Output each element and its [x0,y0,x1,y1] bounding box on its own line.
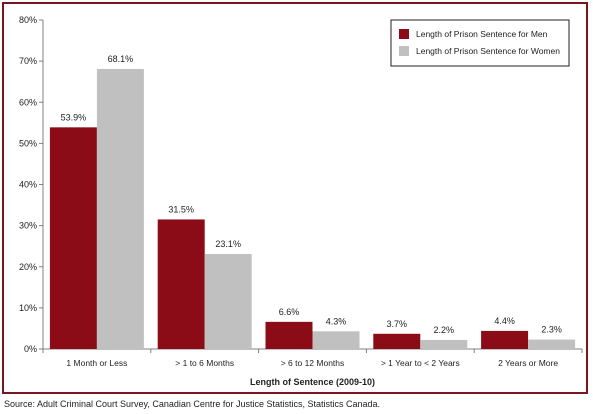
bar [49,127,97,350]
legend-label: Length of Prison Sentence for Women [416,46,560,56]
y-tick-label: 40% [19,180,37,190]
legend-swatch [399,46,409,56]
bar [265,321,313,349]
data-label: 53.9% [61,112,87,122]
y-tick-label: 80% [19,15,37,25]
y-tick-label: 60% [19,97,37,107]
data-label: 2.2% [434,325,455,335]
bar [373,333,421,349]
y-tick-label: 50% [19,138,37,148]
source-note: Source: Adult Criminal Court Survey, Can… [4,399,380,409]
data-label: 31.5% [168,204,194,214]
data-label: 68.1% [108,54,134,64]
chart-frame: 0% 10% 20% 30% 40% 50% 60% 70% 80% 53.9% 68.1% 1 Mo… [2,2,588,394]
data-label: 4.3% [326,316,347,326]
legend-label: Length of Prison Sentence for Men [416,29,548,39]
y-tick-label: 30% [19,221,37,231]
bar-chart: 0% 10% 20% 30% 40% 50% 60% 70% 80% 53.9% 68.1% 1 Mo… [19,15,583,387]
legend-swatch [399,29,409,39]
data-label: 4.4% [494,316,515,326]
y-tick-label: 20% [19,262,37,272]
x-tick-label: 2 Years or More [498,358,558,368]
x-tick-label: > 1 to 6 Months [175,358,234,368]
data-label: 23.1% [215,239,241,249]
bar [157,219,205,349]
data-label: 2.3% [541,325,562,335]
x-tick-label: > 1 Year to < 2 Years [381,358,460,368]
bar [528,339,576,349]
legend-box [390,19,570,67]
bar [312,331,360,349]
y-tick-label: 10% [19,303,37,313]
x-tick-label: 1 Month or Less [66,358,127,368]
bar [96,68,144,349]
bar [420,339,468,349]
bar [204,254,252,349]
bar [481,330,529,349]
x-axis-title: Length of Sentence (2009-10) [250,377,375,387]
y-tick-label: 70% [19,56,37,66]
data-label: 6.6% [279,307,300,317]
x-tick-label: > 6 to 12 Months [281,358,345,368]
y-tick-label: 0% [24,344,37,354]
data-label: 3.7% [387,319,408,329]
